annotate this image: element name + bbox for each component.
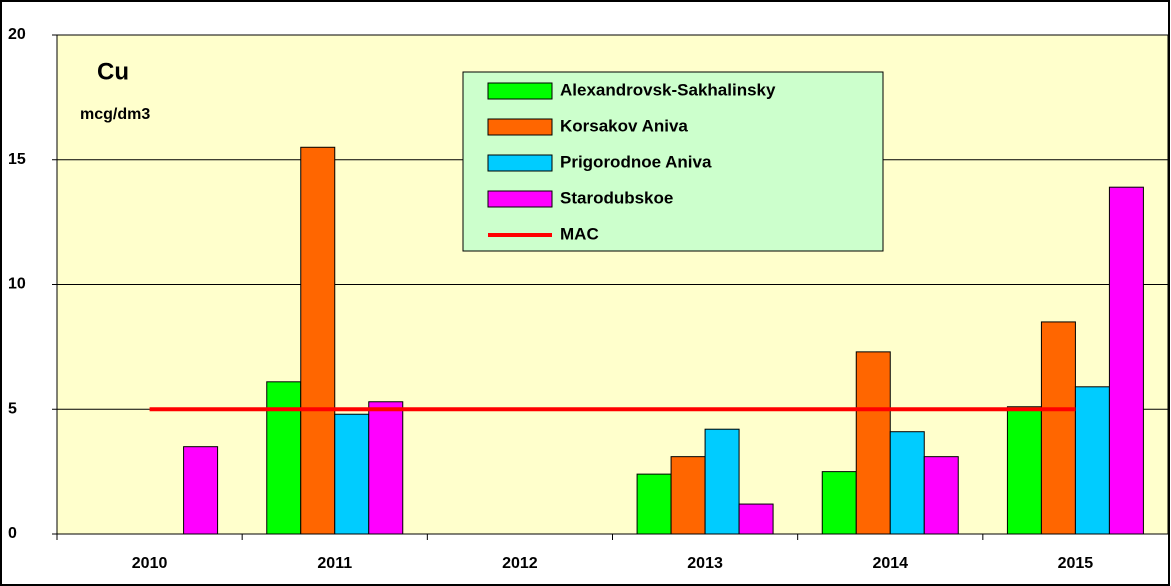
legend-label: Alexandrovsk-Sakhalinsky	[560, 80, 776, 99]
bar	[704, 428, 740, 535]
legend-swatch	[487, 118, 553, 136]
x-tick-label: 2015	[1058, 555, 1094, 572]
x-tick-label: 2011	[317, 555, 352, 572]
legend-label: Korsakov Aniva	[560, 116, 688, 135]
bar	[1108, 186, 1144, 535]
x-tick-label: 2012	[502, 555, 538, 572]
bar	[1006, 406, 1042, 535]
legend-label: MAC	[560, 224, 599, 243]
legend-swatch	[487, 82, 553, 100]
chart-subtitle: mcg/dm3	[80, 106, 150, 123]
bar	[670, 456, 706, 535]
bar	[1040, 321, 1076, 535]
legend-swatch	[487, 190, 553, 208]
x-tick-label: 2014	[872, 555, 908, 572]
x-tick-label: 2010	[132, 555, 168, 572]
chart-title: Cu	[97, 58, 129, 85]
y-tick-label: 15	[8, 151, 26, 168]
y-tick-label: 20	[8, 26, 26, 43]
bar	[183, 446, 219, 535]
y-tick-label: 0	[8, 525, 17, 542]
legend-swatch	[487, 154, 553, 172]
bar	[1074, 386, 1110, 535]
bar	[368, 401, 404, 535]
bar	[923, 456, 959, 535]
bar	[738, 503, 774, 535]
x-tick-label: 2013	[687, 555, 723, 572]
bar	[855, 351, 891, 535]
legend-label: Prigorodnoe Aniva	[560, 152, 712, 171]
bar	[636, 473, 672, 535]
bar	[821, 471, 857, 535]
bar	[300, 146, 336, 535]
y-tick-label: 5	[8, 400, 17, 417]
bar	[266, 381, 302, 535]
bar	[889, 431, 925, 535]
legend-label: Starodubskoe	[560, 188, 673, 207]
bar	[334, 413, 370, 535]
y-tick-label: 10	[8, 276, 26, 293]
